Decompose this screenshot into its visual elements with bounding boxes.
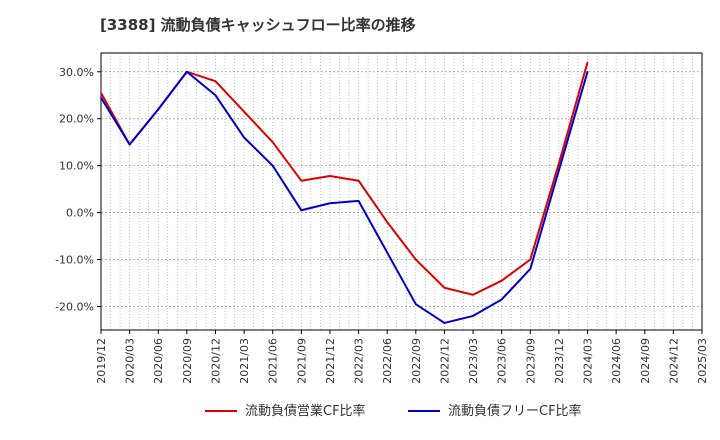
x-tick-label: 2024/06 (610, 338, 623, 384)
series-2-point (586, 70, 589, 73)
y-tick-label: 10.0% (59, 160, 94, 173)
series-2-point (271, 164, 274, 167)
x-tick-label: 2021/06 (267, 338, 280, 384)
y-tick-label: 30.0% (59, 66, 94, 79)
x-axis: 2019/12 2020/03 2020/06 2020/09 2020/12 2021/… (95, 330, 709, 384)
series-1-point (415, 258, 417, 261)
x-tick-label: 2023/03 (467, 338, 480, 384)
series-1-point (357, 179, 360, 182)
x-tick-label: 2021/12 (324, 338, 337, 384)
x-tick-label: 2020/09 (181, 338, 194, 384)
x-tick-label: 2021/09 (295, 338, 308, 384)
legend-label-2: 流動負債フリーCF比率 (448, 403, 582, 419)
series-2-point (357, 200, 360, 202)
series-2-point (500, 298, 503, 301)
series-1-point (529, 258, 532, 261)
series-2-point (300, 209, 303, 212)
x-tick-label: 2022/06 (381, 338, 394, 384)
series-line-2 (100, 70, 589, 324)
x-tick-label: 2024/03 (582, 338, 595, 384)
x-tick-label: 2022/09 (410, 338, 423, 384)
x-tick-label: 2019/12 (95, 338, 108, 384)
series-2-point (415, 303, 417, 305)
y-tick-label: 20.0% (59, 113, 94, 126)
series-2-point (243, 136, 245, 139)
series-2-point (443, 322, 446, 324)
y-tick-label: -10.0% (55, 254, 94, 267)
x-tick-label: 2021/03 (238, 338, 251, 384)
x-tick-label: 2020/06 (152, 338, 165, 384)
series-1-point (329, 175, 331, 177)
x-tick-label: 2023/09 (524, 338, 537, 384)
series-1-point (100, 92, 102, 94)
x-tick-label: 2023/06 (496, 338, 509, 384)
x-tick-label: 2024/09 (639, 338, 652, 384)
series-lines (100, 61, 589, 324)
plot-frame (100, 52, 703, 331)
grid-lines (101, 53, 702, 330)
x-tick-label: 2022/12 (438, 338, 451, 384)
series-1-point (558, 162, 560, 165)
y-axis: -20.0% -10.0% 0.0% 10.0% 20.0% 30.0% (55, 66, 101, 314)
y-tick-label: -20.0% (55, 301, 94, 314)
series-1-point (300, 179, 303, 182)
x-tick-label: 2020/03 (124, 338, 137, 384)
series-1-point (243, 110, 245, 113)
series-line-1 (100, 62, 589, 296)
legend: 流動負債営業CF比率 流動負債フリーCF比率 (205, 403, 582, 419)
series-1-point (443, 286, 446, 289)
x-tick-label: 2025/03 (696, 338, 709, 384)
series-1-point (472, 293, 474, 296)
series-1-point (214, 80, 217, 82)
series-2-point (157, 108, 160, 111)
x-tick-label: 2024/12 (667, 338, 680, 384)
series-2-point (186, 70, 188, 73)
series-2-point (329, 202, 331, 205)
series-1-point (386, 221, 388, 223)
series-2-point (214, 94, 217, 97)
x-tick-label: 2022/03 (353, 338, 366, 384)
series-2-point (558, 169, 560, 172)
series-2-point (100, 96, 102, 99)
x-tick-label: 2020/12 (209, 338, 222, 384)
series-2-point (472, 315, 474, 317)
series-1-point (271, 141, 274, 144)
series-2-point (128, 143, 131, 146)
chart-title: [3388] 流動負債キャッシュフロー比率の推移 (100, 16, 416, 34)
x-tick-label: 2023/12 (553, 338, 566, 384)
legend-label-1: 流動負債営業CF比率 (245, 403, 366, 419)
series-1-point (500, 279, 503, 282)
y-tick-label: 0.0% (66, 207, 94, 220)
series-2-point (386, 251, 388, 254)
series-2-point (529, 268, 532, 270)
series-1-point (586, 61, 589, 64)
